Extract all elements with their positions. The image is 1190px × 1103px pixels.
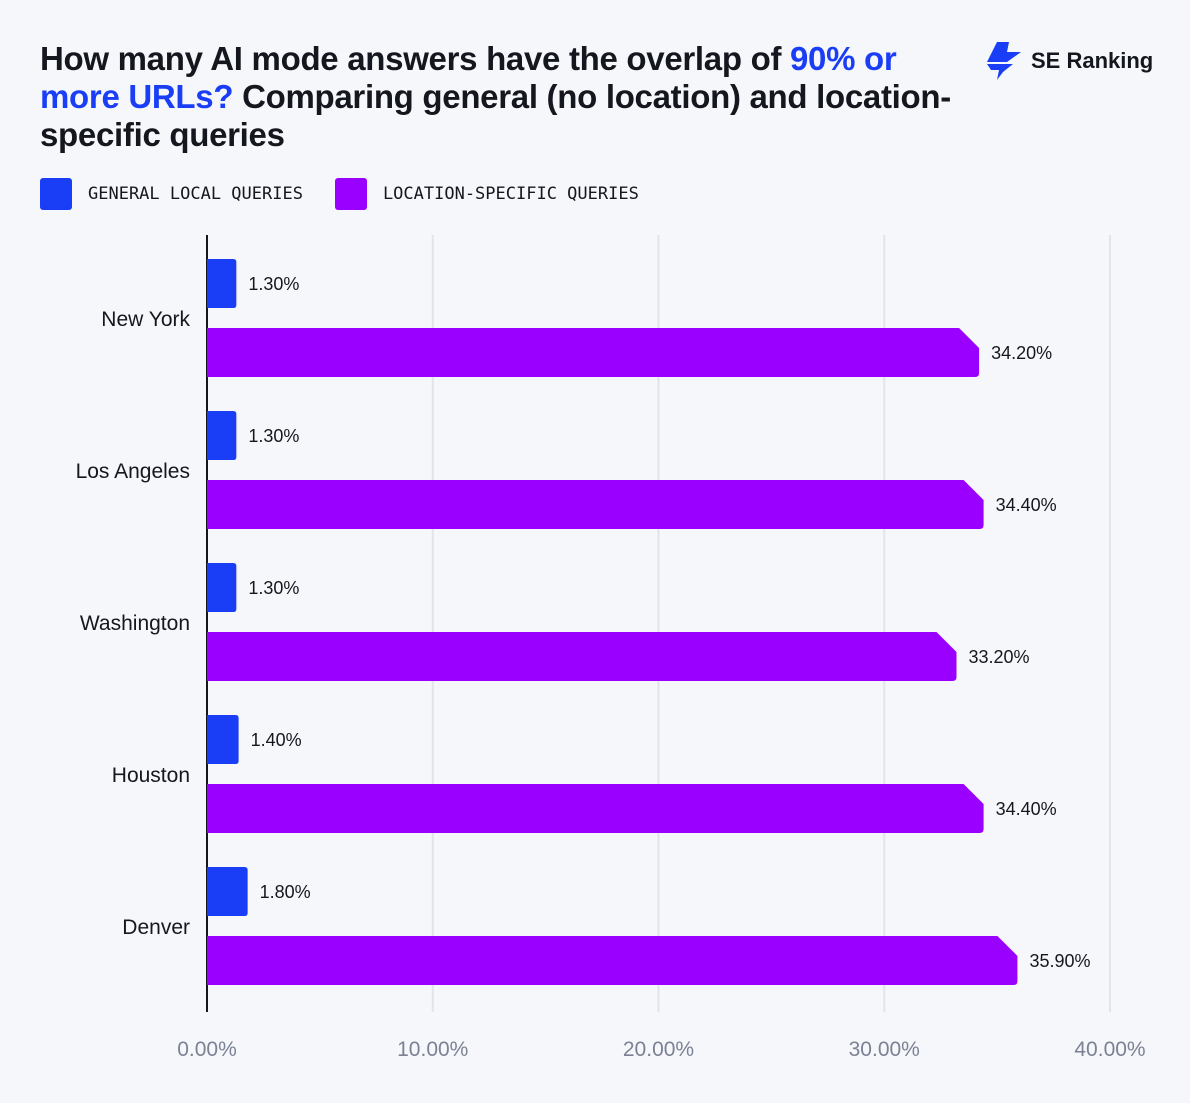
bar-location-specific xyxy=(207,784,984,833)
bar-location-specific xyxy=(207,328,980,377)
title-text-rest: Comparing general (no location) and loca… xyxy=(40,78,951,153)
category-label: Denver xyxy=(122,916,190,939)
category-label: Houston xyxy=(112,764,190,787)
se-ranking-logo: SE Ranking xyxy=(985,40,1153,82)
bar-location-specific xyxy=(207,632,957,681)
title-highlight: 90% or more URLs? xyxy=(40,40,897,115)
legend-swatch-location xyxy=(334,178,367,210)
data-label: 35.90% xyxy=(1029,951,1090,971)
x-tick-label: 40.00% xyxy=(1074,1038,1145,1061)
bar-general xyxy=(207,563,237,612)
logo-icon xyxy=(987,42,1021,80)
data-label: 34.20% xyxy=(991,343,1052,363)
legend-swatch-general xyxy=(40,178,72,210)
legend-label-location: LOCATION-SPECIFIC QUERIES xyxy=(382,184,639,204)
x-tick-label: 10.00% xyxy=(397,1038,468,1061)
data-label: 1.30% xyxy=(248,426,299,446)
data-label: 1.30% xyxy=(248,274,299,294)
bar-location-specific xyxy=(207,936,1018,985)
bar-general xyxy=(207,715,239,764)
x-tick-label: 30.00% xyxy=(849,1038,920,1061)
data-label: 1.40% xyxy=(251,730,302,750)
bar-general xyxy=(207,259,237,308)
logo-text: SE Ranking xyxy=(1031,48,1154,73)
category-label: Los Angeles xyxy=(76,460,190,483)
data-label: 34.40% xyxy=(996,495,1057,515)
bar-general xyxy=(207,411,237,460)
legend-label-general: GENERAL LOCAL QUERIES xyxy=(88,184,303,204)
data-label: 33.20% xyxy=(968,647,1029,667)
bar-location-specific xyxy=(207,480,984,529)
data-label: 1.30% xyxy=(248,578,299,598)
legend-item-location: LOCATION-SPECIFIC QUERIES xyxy=(334,178,639,210)
legend-item-general: GENERAL LOCAL QUERIES xyxy=(40,178,303,210)
legend: GENERAL LOCAL QUERIES LOCATION-SPECIFIC … xyxy=(40,178,639,210)
x-tick-label: 0.00% xyxy=(177,1038,237,1061)
data-label: 34.40% xyxy=(996,799,1057,819)
x-tick-label: 20.00% xyxy=(623,1038,694,1061)
data-label: 1.80% xyxy=(260,882,311,902)
category-label: Washington xyxy=(80,612,190,635)
title-text: How many AI mode answers have the overla… xyxy=(40,40,790,77)
chart-title: How many AI mode answers have the overla… xyxy=(40,40,960,154)
bar-general xyxy=(207,867,248,916)
category-label: New York xyxy=(101,308,190,331)
